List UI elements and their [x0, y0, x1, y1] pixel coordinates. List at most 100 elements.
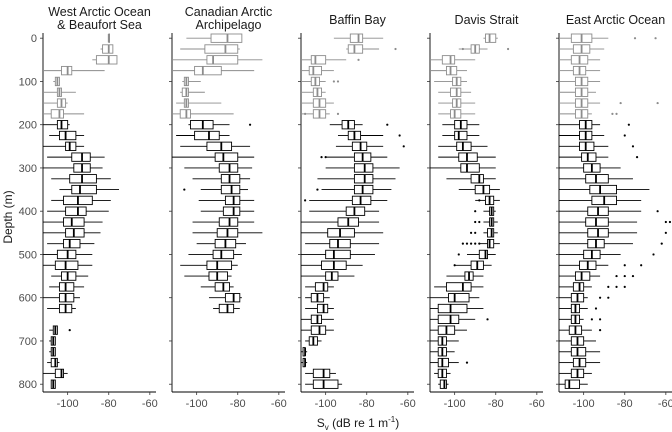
box-outlier: [465, 361, 469, 364]
box-375m: [475, 195, 500, 206]
box-100m: [434, 76, 467, 87]
box-500m: [559, 249, 655, 260]
box-700m: [430, 336, 459, 346]
box-800m: [305, 379, 343, 389]
panel-title-line: Canadian Arctic: [185, 5, 273, 19]
box-700m: [559, 336, 596, 346]
box-iqr: [222, 206, 241, 216]
y-tick-label: 300: [19, 163, 37, 175]
box-425m: [301, 217, 380, 227]
box-100m: [53, 76, 60, 87]
box-iqr: [437, 357, 449, 368]
box-500m: [457, 249, 496, 260]
box-iqr: [445, 282, 472, 292]
box-575m: [434, 282, 484, 292]
box-650m: [430, 314, 489, 324]
box-225m: [49, 130, 85, 141]
box-iqr: [194, 65, 222, 76]
box-750m: [430, 357, 469, 368]
box-iqr: [454, 130, 468, 141]
box-150m: [43, 98, 68, 108]
box-outlier: [633, 37, 637, 40]
box-iqr: [102, 44, 114, 54]
box-outlier: [640, 264, 643, 267]
box-iqr: [574, 271, 591, 281]
box-675m: [49, 325, 71, 335]
box-800m: [438, 379, 449, 389]
box-225m: [176, 130, 230, 141]
box-275m: [320, 152, 388, 162]
box-375m: [198, 195, 255, 206]
box-375m: [51, 195, 111, 206]
box-200m: [442, 120, 480, 130]
box-600m: [559, 293, 610, 303]
box-outlier: [248, 123, 252, 126]
box-iqr: [179, 109, 191, 119]
box-500m: [43, 249, 93, 260]
box-75m: [301, 65, 334, 76]
box-225m: [442, 130, 480, 141]
box-outlier: [183, 188, 186, 191]
box-100m: [301, 76, 340, 87]
box-350m: [458, 184, 500, 195]
box-0m: [559, 33, 657, 43]
box-775m: [434, 368, 451, 379]
box-675m: [559, 325, 602, 335]
box-iqr: [316, 303, 329, 314]
box-iqr: [54, 260, 79, 270]
box-750m: [559, 357, 601, 368]
box-275m: [438, 152, 496, 162]
box-iqr: [474, 184, 491, 195]
y-tick-label: 600: [19, 293, 37, 305]
box-outlier: [402, 145, 405, 148]
box-475m: [305, 238, 380, 249]
box-350m: [183, 184, 249, 195]
x-tick-label: -100: [186, 398, 208, 410]
y-tick-label: 500: [19, 249, 37, 261]
box-iqr: [351, 195, 372, 206]
box-275m: [172, 152, 255, 162]
box-outlier: [590, 318, 593, 321]
box-600m: [430, 293, 480, 303]
box-550m: [446, 271, 484, 281]
box-450m: [301, 228, 384, 238]
box-675m: [430, 325, 467, 335]
box-400m: [309, 206, 380, 216]
box-iqr: [314, 282, 329, 292]
box-525m: [559, 260, 643, 270]
facet-panels: West Arctic Ocean& Beaufort Sea 0 100 200 30…: [19, 5, 672, 410]
box-outlier: [623, 274, 626, 278]
x-tick-label: -80: [230, 398, 246, 410]
box-700m: [49, 336, 56, 346]
box-iqr: [351, 141, 368, 151]
box-iqr: [206, 260, 233, 270]
box-450m: [43, 228, 101, 238]
box-725m: [430, 347, 455, 357]
box-outlier: [506, 47, 510, 51]
box-400m: [47, 206, 109, 216]
box-iqr: [470, 174, 484, 184]
box-575m: [559, 282, 626, 292]
box-125m: [180, 87, 205, 97]
box-650m: [559, 314, 602, 324]
x-tick-label: -100: [57, 398, 79, 410]
x-tick-label: -60: [529, 398, 545, 410]
y-tick-label: 400: [19, 206, 37, 218]
box-iqr: [65, 141, 77, 151]
box-700m: [305, 336, 322, 346]
box-750m: [47, 357, 60, 368]
box-iqr: [441, 55, 456, 65]
panel-title: Davis Strait: [455, 13, 519, 27]
y-tick-label: 800: [19, 379, 37, 391]
box-50m: [430, 55, 476, 65]
box-25m: [100, 44, 114, 54]
x-tick-label: -60: [400, 398, 416, 410]
box-500m: [301, 249, 375, 260]
box-175m: [43, 109, 85, 119]
box-225m: [337, 130, 401, 141]
box-250m: [559, 141, 635, 151]
box-iqr: [310, 325, 327, 335]
box-outlier: [486, 318, 489, 321]
box-iqr: [329, 238, 351, 249]
